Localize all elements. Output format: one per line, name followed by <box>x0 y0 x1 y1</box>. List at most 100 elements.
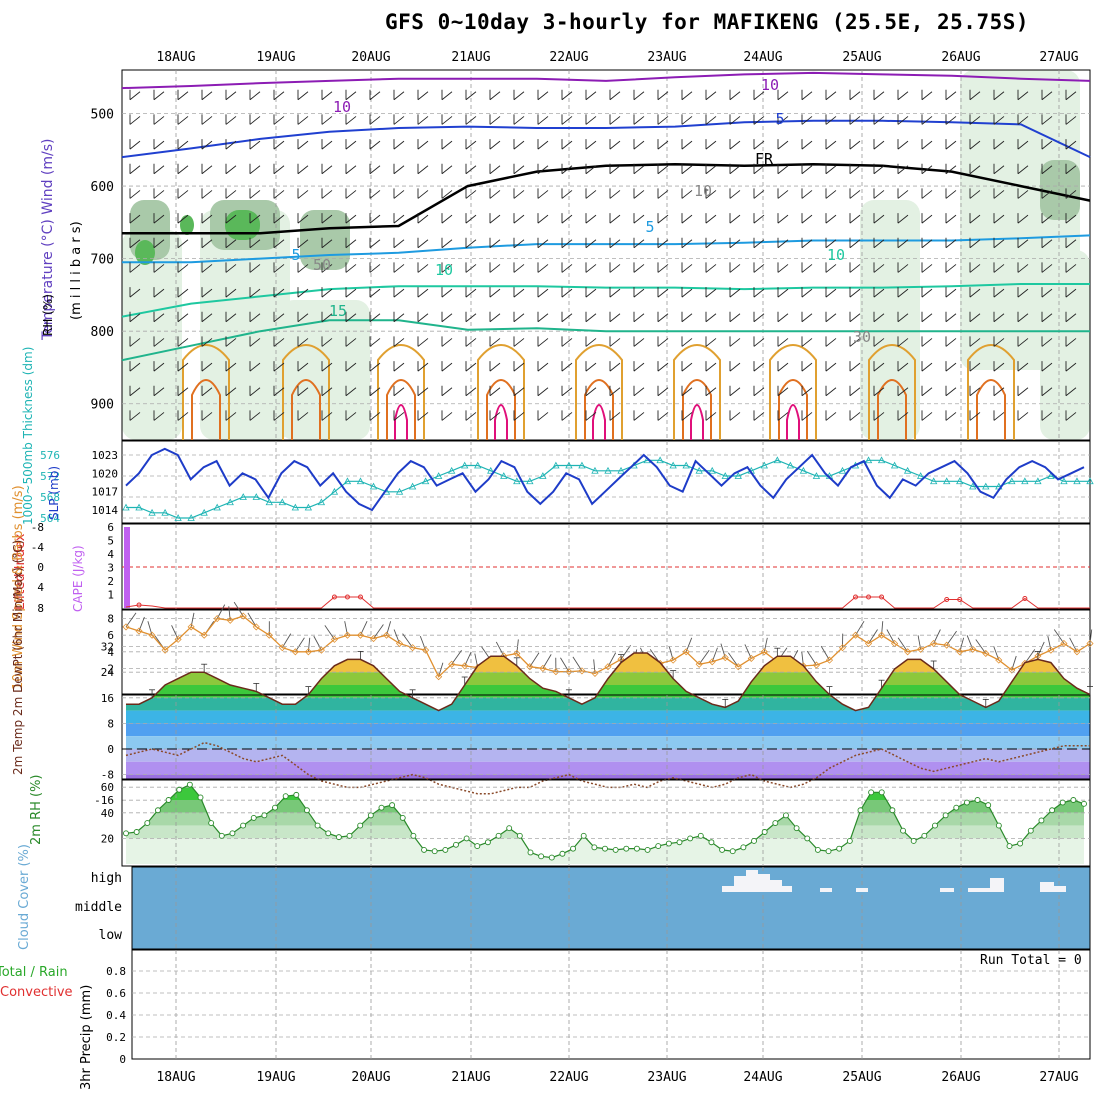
wind-barb-staff <box>777 362 789 372</box>
wind-barb-staff <box>777 288 789 298</box>
wind-barb <box>297 163 309 175</box>
wind-barb <box>513 188 525 199</box>
wind-barb <box>849 188 861 199</box>
wind-barb-staff <box>441 288 453 298</box>
wind-barb <box>969 336 981 347</box>
wind-barb-staff <box>201 387 213 397</box>
wind10m-point <box>539 664 547 672</box>
wind-barb-staff <box>945 116 957 125</box>
wind-barb <box>441 361 453 372</box>
rh2m-point <box>708 839 715 846</box>
wind-barb <box>753 89 765 101</box>
wind-barb <box>297 262 309 273</box>
wind-barb <box>657 361 669 372</box>
wind-barb <box>225 139 237 150</box>
wind-barb-staff <box>369 338 381 347</box>
wind-barb <box>417 385 429 397</box>
wind10m-barb <box>620 645 631 660</box>
wind-barb-staff <box>249 91 261 101</box>
wind-barb-staff <box>561 190 573 199</box>
wind-barb-staff <box>753 412 765 421</box>
cloud-cover-frame <box>131 866 1091 950</box>
wind-barb-staff <box>129 91 141 101</box>
rh2m-point <box>793 825 800 832</box>
wind-barb-staff <box>681 165 693 175</box>
temp-maxmin-marker <box>878 679 885 689</box>
rh-shading <box>225 210 260 240</box>
wind-barb-staff <box>297 116 309 125</box>
wind-barb <box>753 163 765 175</box>
wind-barb-staff <box>873 239 885 249</box>
wind-barb <box>273 361 285 372</box>
wind-barb-staff <box>801 116 813 125</box>
wind-barb <box>177 385 189 397</box>
wind-barb-staff <box>585 165 597 175</box>
day-label-top: 19AUG <box>256 50 295 65</box>
rh2m-point <box>1006 843 1013 850</box>
wind-barb-staff <box>705 288 717 298</box>
wind-barb-staff <box>129 288 141 298</box>
wind-barb-staff <box>993 239 1005 249</box>
rh2m-point <box>421 846 427 853</box>
wind-barb-staff <box>297 412 309 421</box>
wind-barb <box>561 385 573 397</box>
wind-barb <box>585 287 597 298</box>
temp-maxmin-marker <box>826 686 833 695</box>
upper-ylabel: (m i l l i b a r s) <box>69 221 84 320</box>
rh2m-point <box>133 829 140 835</box>
wind-barb-staff <box>777 190 789 199</box>
wind-barb-staff <box>873 313 885 323</box>
thickness-point <box>278 498 286 506</box>
wind-barb <box>801 287 813 298</box>
wind-barb-staff <box>705 190 717 199</box>
rh2m-point <box>282 793 289 800</box>
wind-barb-staff <box>393 264 405 273</box>
wind-barb-staff <box>177 362 189 372</box>
wind-barb-staff <box>249 214 261 224</box>
wind-barb-staff <box>657 412 669 421</box>
temp-tick: -8 <box>101 769 114 782</box>
wind10m-point <box>356 631 365 639</box>
thickness-point <box>1021 477 1029 485</box>
wind-barb-staff <box>153 313 165 323</box>
day-label-top: 21AUG <box>451 50 490 65</box>
lifted-point <box>357 594 363 600</box>
wind-barb-staff <box>345 140 357 150</box>
wind-barb-staff <box>993 288 1005 298</box>
wind-barb <box>993 262 1005 273</box>
wind10m-barb-staff <box>495 641 505 657</box>
cape-bar <box>124 527 130 608</box>
wind-barb <box>513 287 525 298</box>
temp-band <box>126 787 1090 800</box>
wind-barb <box>753 311 765 323</box>
day-label-top: 23AUG <box>647 50 686 65</box>
wind-barb-staff <box>225 264 237 273</box>
wind-barb-staff <box>1041 239 1053 249</box>
wind-barb-staff <box>321 116 333 125</box>
temp-tick: 0 <box>107 743 114 756</box>
day-label-top: 25AUG <box>842 50 881 65</box>
wind-barb-staff <box>1065 362 1077 372</box>
isotherm-25 <box>291 379 321 440</box>
wind-barb-staff <box>537 387 549 397</box>
wind-barb <box>921 213 933 224</box>
wind-barb-staff <box>177 116 189 125</box>
wind-barb-staff <box>1065 165 1077 175</box>
wind-barb-staff <box>441 91 453 101</box>
wind-barb <box>201 336 213 347</box>
wind-barb-staff <box>729 313 741 323</box>
wind-barb <box>249 163 261 175</box>
wind-barb <box>897 188 909 199</box>
wind-barb-staff <box>177 313 189 323</box>
wind-barb <box>129 410 141 421</box>
lifted-point <box>944 597 950 602</box>
wind-barb-staff <box>825 338 837 347</box>
lifted-point <box>331 594 337 600</box>
wind-barb <box>561 89 573 101</box>
wind-barb-staff <box>417 362 429 372</box>
wind-barb <box>801 336 813 347</box>
wind-barb-staff <box>393 338 405 347</box>
isotherm-25 <box>778 379 808 440</box>
wind10m-barb <box>855 620 865 636</box>
wind10m-barb-staff <box>897 637 908 653</box>
